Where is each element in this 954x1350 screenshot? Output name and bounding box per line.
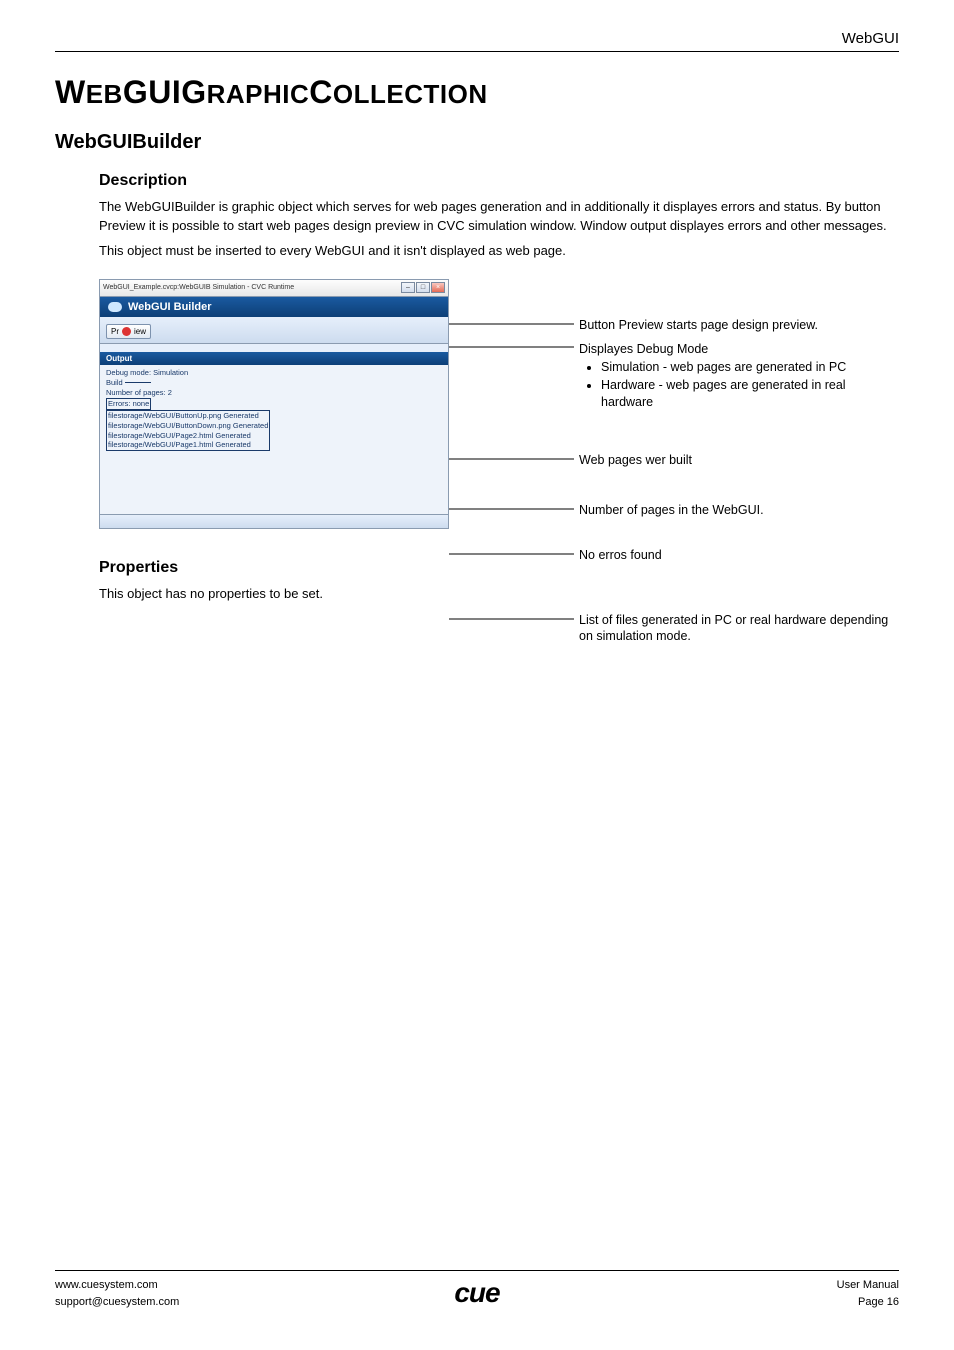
callouts: Button Preview starts page design previe… bbox=[449, 279, 899, 529]
t-f: OLLECTION bbox=[333, 79, 488, 109]
t-e: C bbox=[309, 74, 333, 110]
callout-pagecount: Number of pages in the WebGUI. bbox=[579, 502, 899, 519]
page-header: WebGUI bbox=[55, 30, 899, 52]
page-title: WEBGUIGRAPHICCOLLECTION bbox=[55, 74, 899, 111]
window-titlebar: WebGUI_Example.cvcp:WebGUIB Simulation -… bbox=[99, 279, 449, 297]
cloud-icon bbox=[108, 302, 122, 312]
subtitle: WebGUIBuilder bbox=[55, 131, 899, 154]
output-line: filestorage/WebGUI/ButtonUp.png Generate… bbox=[106, 410, 442, 451]
status-bar bbox=[99, 515, 449, 529]
preview-label-pre: Pr bbox=[111, 327, 119, 336]
callout-debug-sim: Simulation - web pages are generated in … bbox=[601, 359, 899, 376]
preview-label-post: iew bbox=[134, 327, 146, 336]
window-title: WebGUI_Example.cvcp:WebGUIB Simulation -… bbox=[103, 284, 294, 291]
output-line: Debug mode: Simulation bbox=[106, 368, 442, 378]
preview-button[interactable]: Pr iew bbox=[106, 324, 151, 339]
description-heading: Description bbox=[99, 172, 899, 190]
output-line: Number of pages: 2 bbox=[106, 388, 442, 398]
output-header: Output bbox=[99, 352, 449, 365]
t-c: GUIG bbox=[123, 74, 207, 110]
t-b: EB bbox=[86, 79, 123, 109]
description-p2: This object must be inserted to every We… bbox=[99, 242, 899, 261]
record-icon bbox=[122, 327, 131, 336]
callout-debug: Displayes Debug Mode Simulation - web pa… bbox=[579, 341, 899, 413]
description-p1: The WebGUIBuilder is graphic object whic… bbox=[99, 198, 899, 236]
maximize-icon[interactable]: □ bbox=[416, 282, 430, 293]
toolbar: Pr iew bbox=[99, 317, 449, 344]
minimize-icon[interactable]: – bbox=[401, 282, 415, 293]
page-footer: www.cuesystem.com support@cuesystem.com … bbox=[55, 1270, 899, 1312]
footer-manual: User Manual bbox=[618, 1277, 899, 1295]
output-line: Build bbox=[106, 378, 442, 388]
callout-built: Web pages wer built bbox=[579, 452, 899, 469]
callout-debug-hw: Hardware - web pages are generated in re… bbox=[601, 377, 899, 411]
footer-logo: cue bbox=[336, 1277, 617, 1309]
footer-email: support@cuesystem.com bbox=[55, 1294, 336, 1312]
t-a: W bbox=[55, 74, 86, 110]
close-icon[interactable]: × bbox=[431, 282, 445, 293]
output-body: Debug mode: Simulation Build Number of p… bbox=[99, 365, 449, 515]
builder-header: WebGUI Builder bbox=[99, 297, 449, 317]
properties-text: This object has no properties to be set. bbox=[99, 585, 899, 604]
callout-files: List of files generated in PC or real ha… bbox=[579, 612, 899, 646]
t-d: RAPHIC bbox=[207, 79, 310, 109]
callout-debug-heading: Displayes Debug Mode bbox=[579, 342, 708, 356]
output-line: Errors: none bbox=[106, 398, 442, 410]
footer-page: Page 16 bbox=[618, 1294, 899, 1312]
callout-noerrors: No erros found bbox=[579, 547, 899, 564]
footer-url: www.cuesystem.com bbox=[55, 1277, 336, 1295]
builder-title: WebGUI Builder bbox=[128, 301, 212, 313]
callout-preview: Button Preview starts page design previe… bbox=[579, 317, 899, 334]
screenshot-window: WebGUI_Example.cvcp:WebGUIB Simulation -… bbox=[99, 279, 449, 529]
